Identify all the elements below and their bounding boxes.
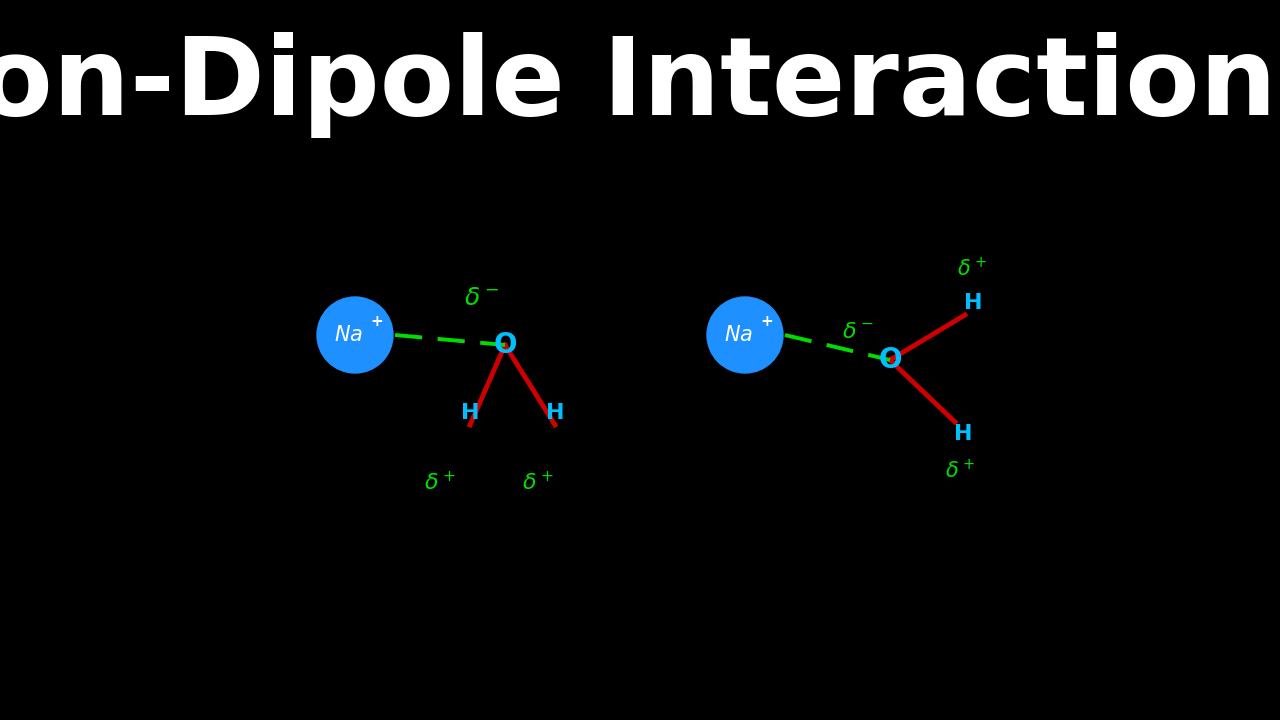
Text: O: O <box>493 331 517 359</box>
Circle shape <box>707 297 783 373</box>
Text: Ion-Dipole Interactions: Ion-Dipole Interactions <box>0 32 1280 138</box>
Text: $\delta^-$: $\delta^-$ <box>842 322 874 342</box>
Text: $\mathit{Na}$: $\mathit{Na}$ <box>724 325 754 345</box>
Text: $\delta^+$: $\delta^+$ <box>424 470 456 494</box>
Text: H: H <box>461 403 479 423</box>
Text: +: + <box>760 313 773 328</box>
Text: $\delta^+$: $\delta^+$ <box>522 470 554 494</box>
Text: O: O <box>878 346 901 374</box>
Text: H: H <box>545 403 564 423</box>
Text: +: + <box>371 313 384 328</box>
Text: $\delta^+$: $\delta^+$ <box>945 459 975 482</box>
Circle shape <box>317 297 393 373</box>
Text: $\delta^-$: $\delta^-$ <box>465 286 499 310</box>
Text: $\delta^+$: $\delta^+$ <box>957 256 987 279</box>
Text: H: H <box>964 293 982 313</box>
Text: $\mathit{Na}$: $\mathit{Na}$ <box>334 325 364 345</box>
Text: H: H <box>954 424 973 444</box>
